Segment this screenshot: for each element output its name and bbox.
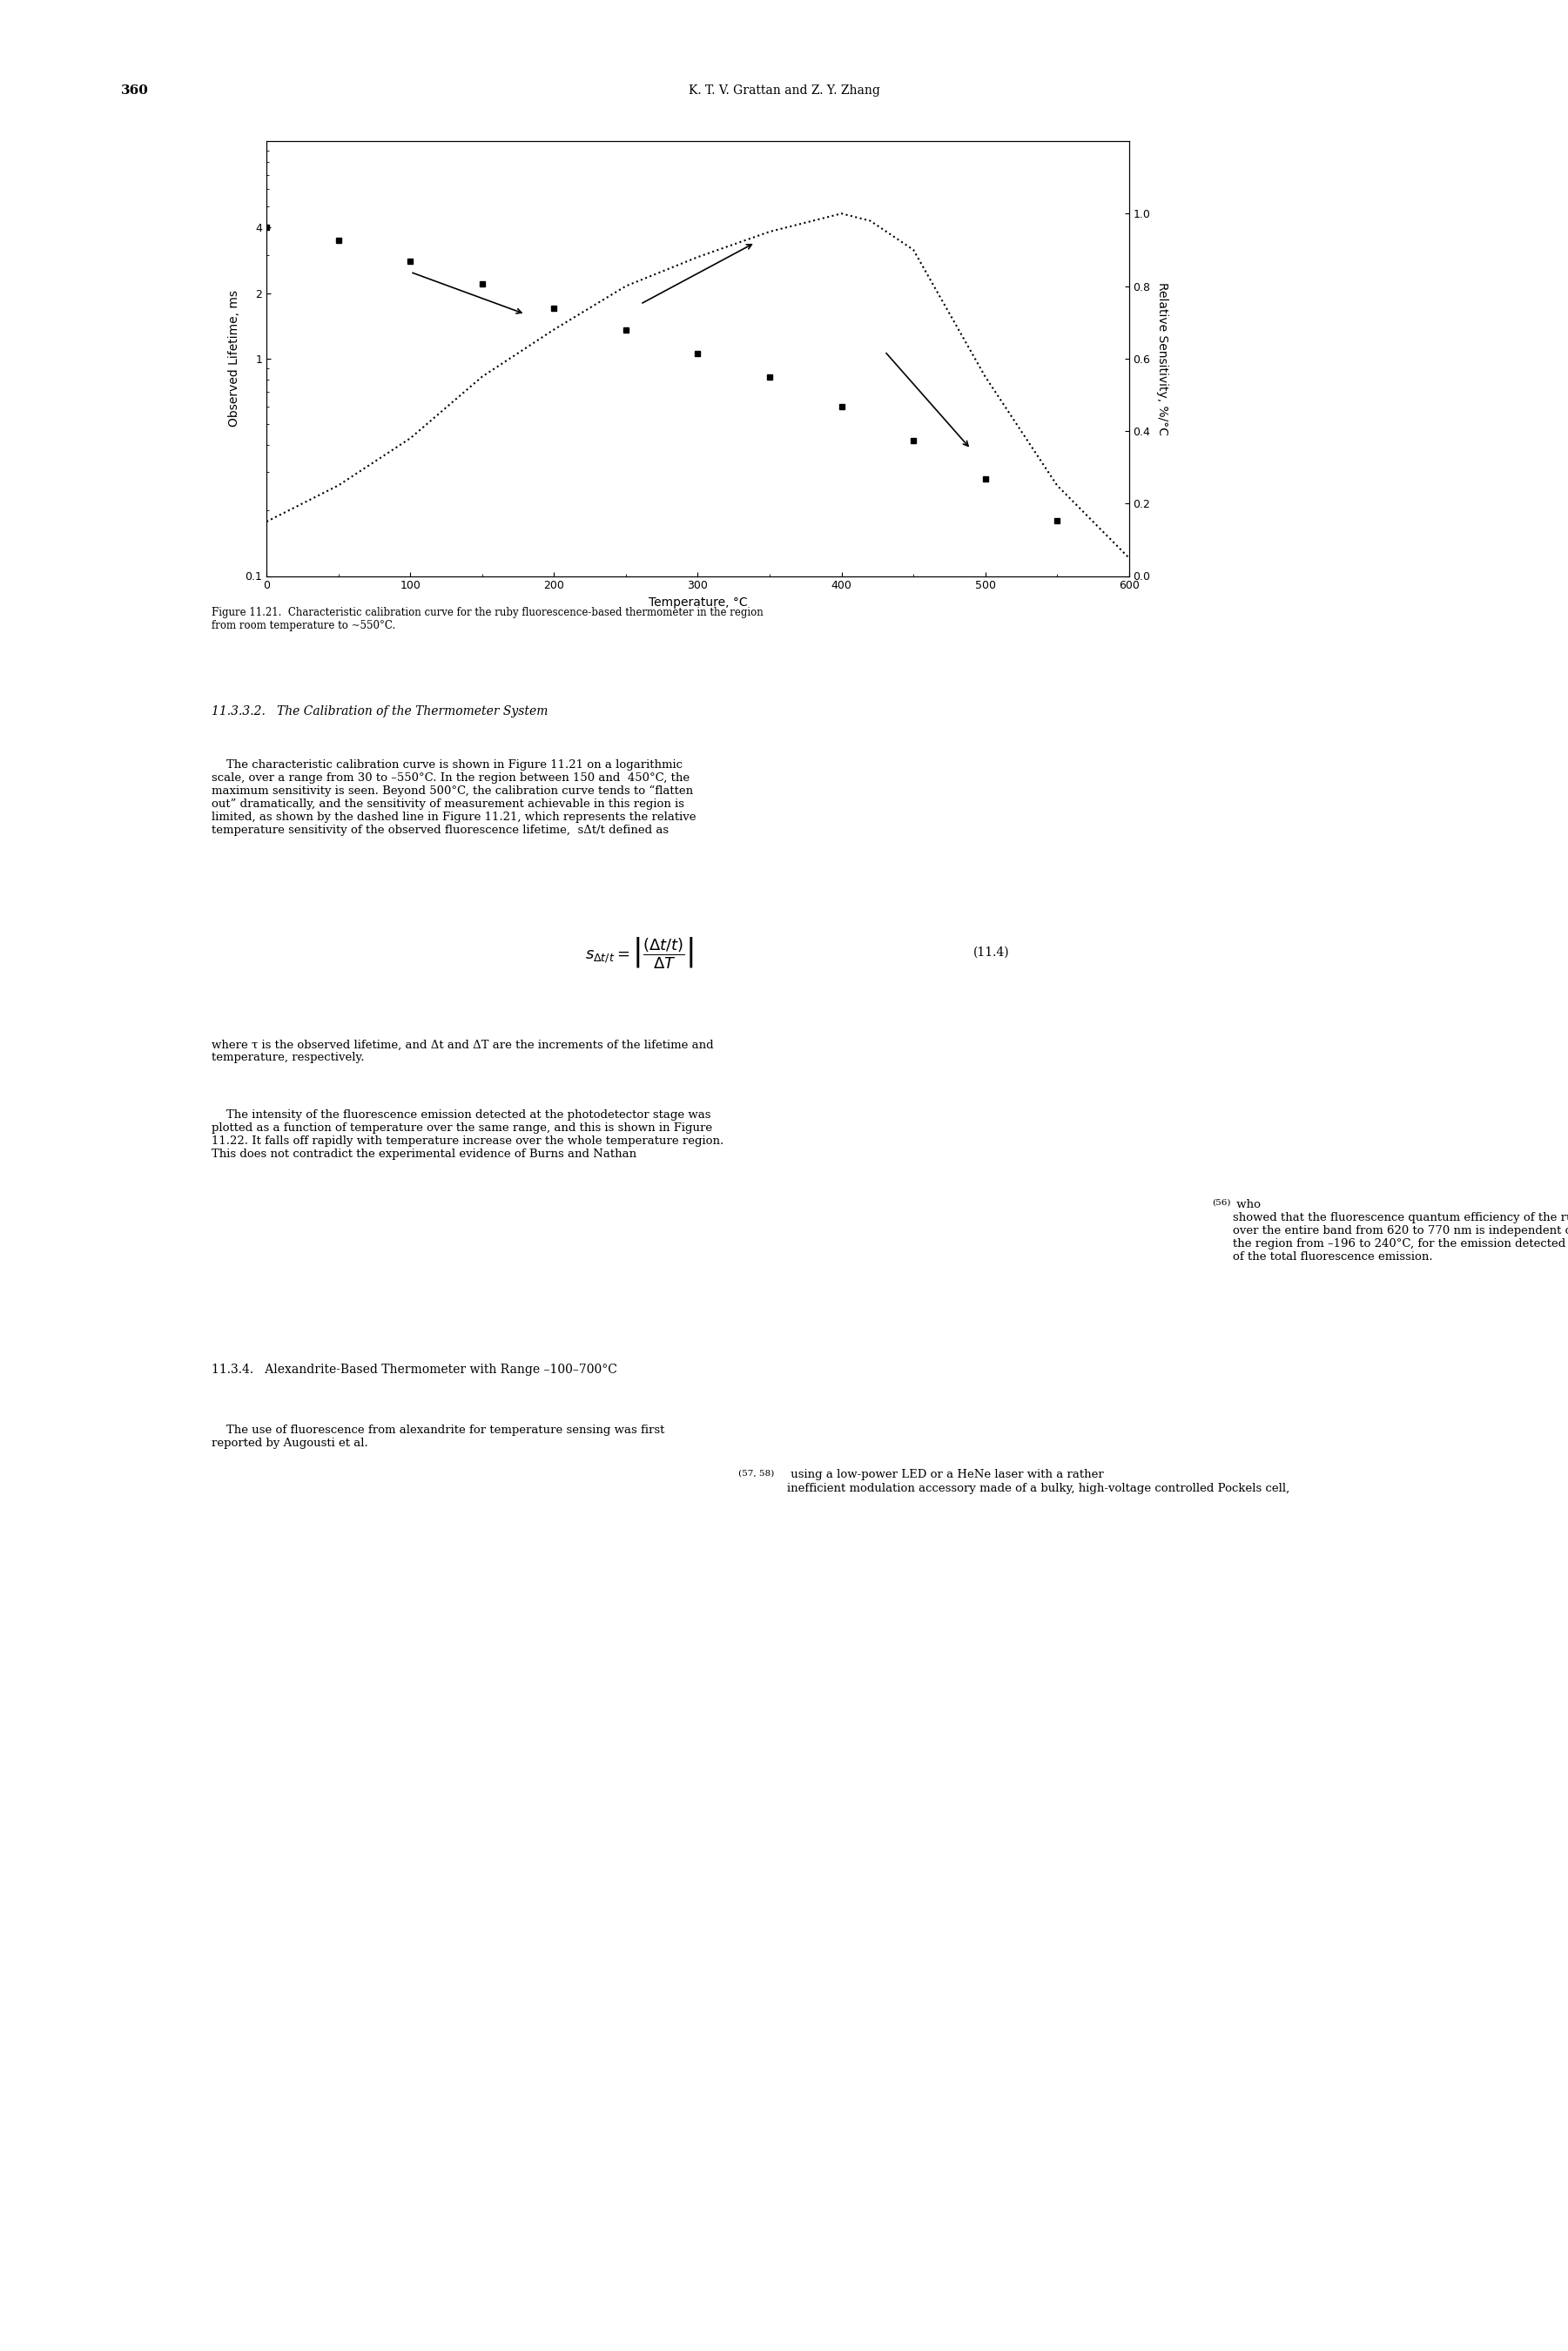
Text: using a low-power LED or a HeNe laser with a rather
inefficient modulation acces: using a low-power LED or a HeNe laser wi… <box>787 1469 1290 1493</box>
Text: 360: 360 <box>121 85 149 96</box>
Text: $s_{\Delta t/t} = \left| \dfrac{(\Delta t/t)}{\Delta T} \right|$: $s_{\Delta t/t} = \left| \dfrac{(\Delta … <box>585 936 693 969</box>
Text: The use of fluorescence from alexandrite for temperature sensing was first
repor: The use of fluorescence from alexandrite… <box>212 1425 665 1448</box>
Y-axis label: Observed Lifetime, ms: Observed Lifetime, ms <box>227 289 240 428</box>
Text: (57, 58): (57, 58) <box>739 1469 775 1476</box>
X-axis label: Temperature, °C: Temperature, °C <box>648 597 748 609</box>
Text: where τ is the observed lifetime, and Δt and ΔT are the increments of the lifeti: where τ is the observed lifetime, and Δt… <box>212 1039 713 1063</box>
Text: (11.4): (11.4) <box>974 945 1010 959</box>
Text: The characteristic calibration curve is shown in Figure 11.21 on a logarithmic
s: The characteristic calibration curve is … <box>212 759 696 837</box>
Y-axis label: Relative Sensitivity, %/°C: Relative Sensitivity, %/°C <box>1157 282 1168 435</box>
Text: (56): (56) <box>1212 1199 1231 1206</box>
Text: The intensity of the fluorescence emission detected at the photodetector stage w: The intensity of the fluorescence emissi… <box>212 1110 724 1159</box>
Text: Figure 11.21.  Characteristic calibration curve for the ruby fluorescence-based : Figure 11.21. Characteristic calibration… <box>212 607 764 630</box>
Text: who
showed that the fluorescence quantum efficiency of the ruby fluorescence int: who showed that the fluorescence quantum… <box>1232 1199 1568 1262</box>
Text: 11.3.3.2.   The Calibration of the Thermometer System: 11.3.3.2. The Calibration of the Thermom… <box>212 705 549 717</box>
Text: K. T. V. Grattan and Z. Y. Zhang: K. T. V. Grattan and Z. Y. Zhang <box>688 85 880 96</box>
Text: 11.3.4.   Alexandrite-Based Thermometer with Range –100–700°C: 11.3.4. Alexandrite-Based Thermometer wi… <box>212 1364 618 1375</box>
